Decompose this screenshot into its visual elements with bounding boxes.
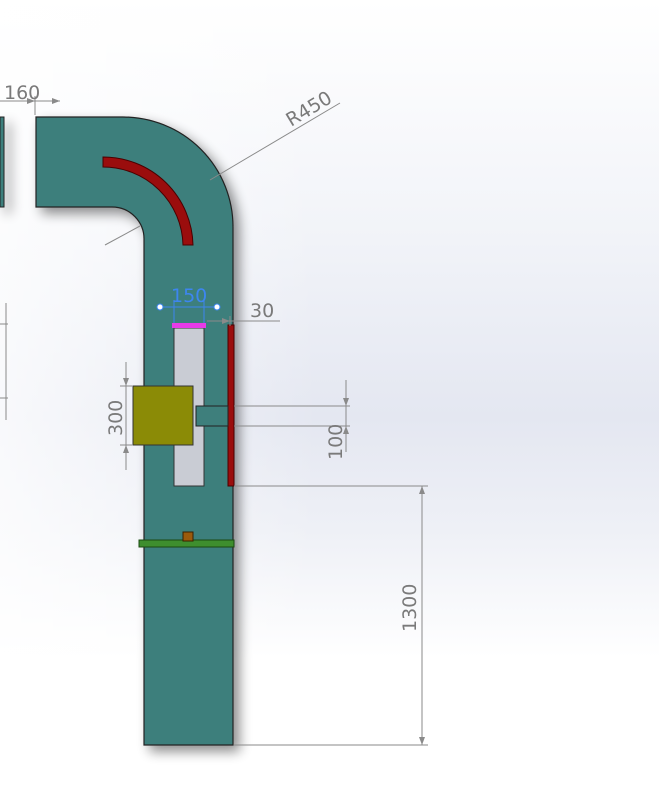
side-rail[interactable] <box>227 324 235 487</box>
dim-300-label[interactable]: 300 <box>105 400 127 436</box>
dim-1300-label[interactable]: 1300 <box>399 584 421 632</box>
duct-body[interactable] <box>0 116 234 746</box>
dim-r450-label[interactable]: R450 <box>282 87 336 131</box>
dimension-arrows <box>27 98 425 745</box>
motor-block[interactable] <box>132 385 194 446</box>
dim-160-label[interactable]: 160 <box>4 82 40 104</box>
dim-150-label[interactable]: 150 <box>171 285 207 307</box>
dimension-lines <box>0 96 428 746</box>
bracket-knob[interactable] <box>182 531 194 542</box>
dim-100-label[interactable]: 100 <box>325 424 347 460</box>
dimension-150-active[interactable] <box>156 300 221 323</box>
shaft[interactable] <box>195 405 229 427</box>
dim-30-label[interactable]: 30 <box>250 300 274 322</box>
slot-cap[interactable] <box>172 323 206 328</box>
curved-rail[interactable] <box>102 156 194 246</box>
